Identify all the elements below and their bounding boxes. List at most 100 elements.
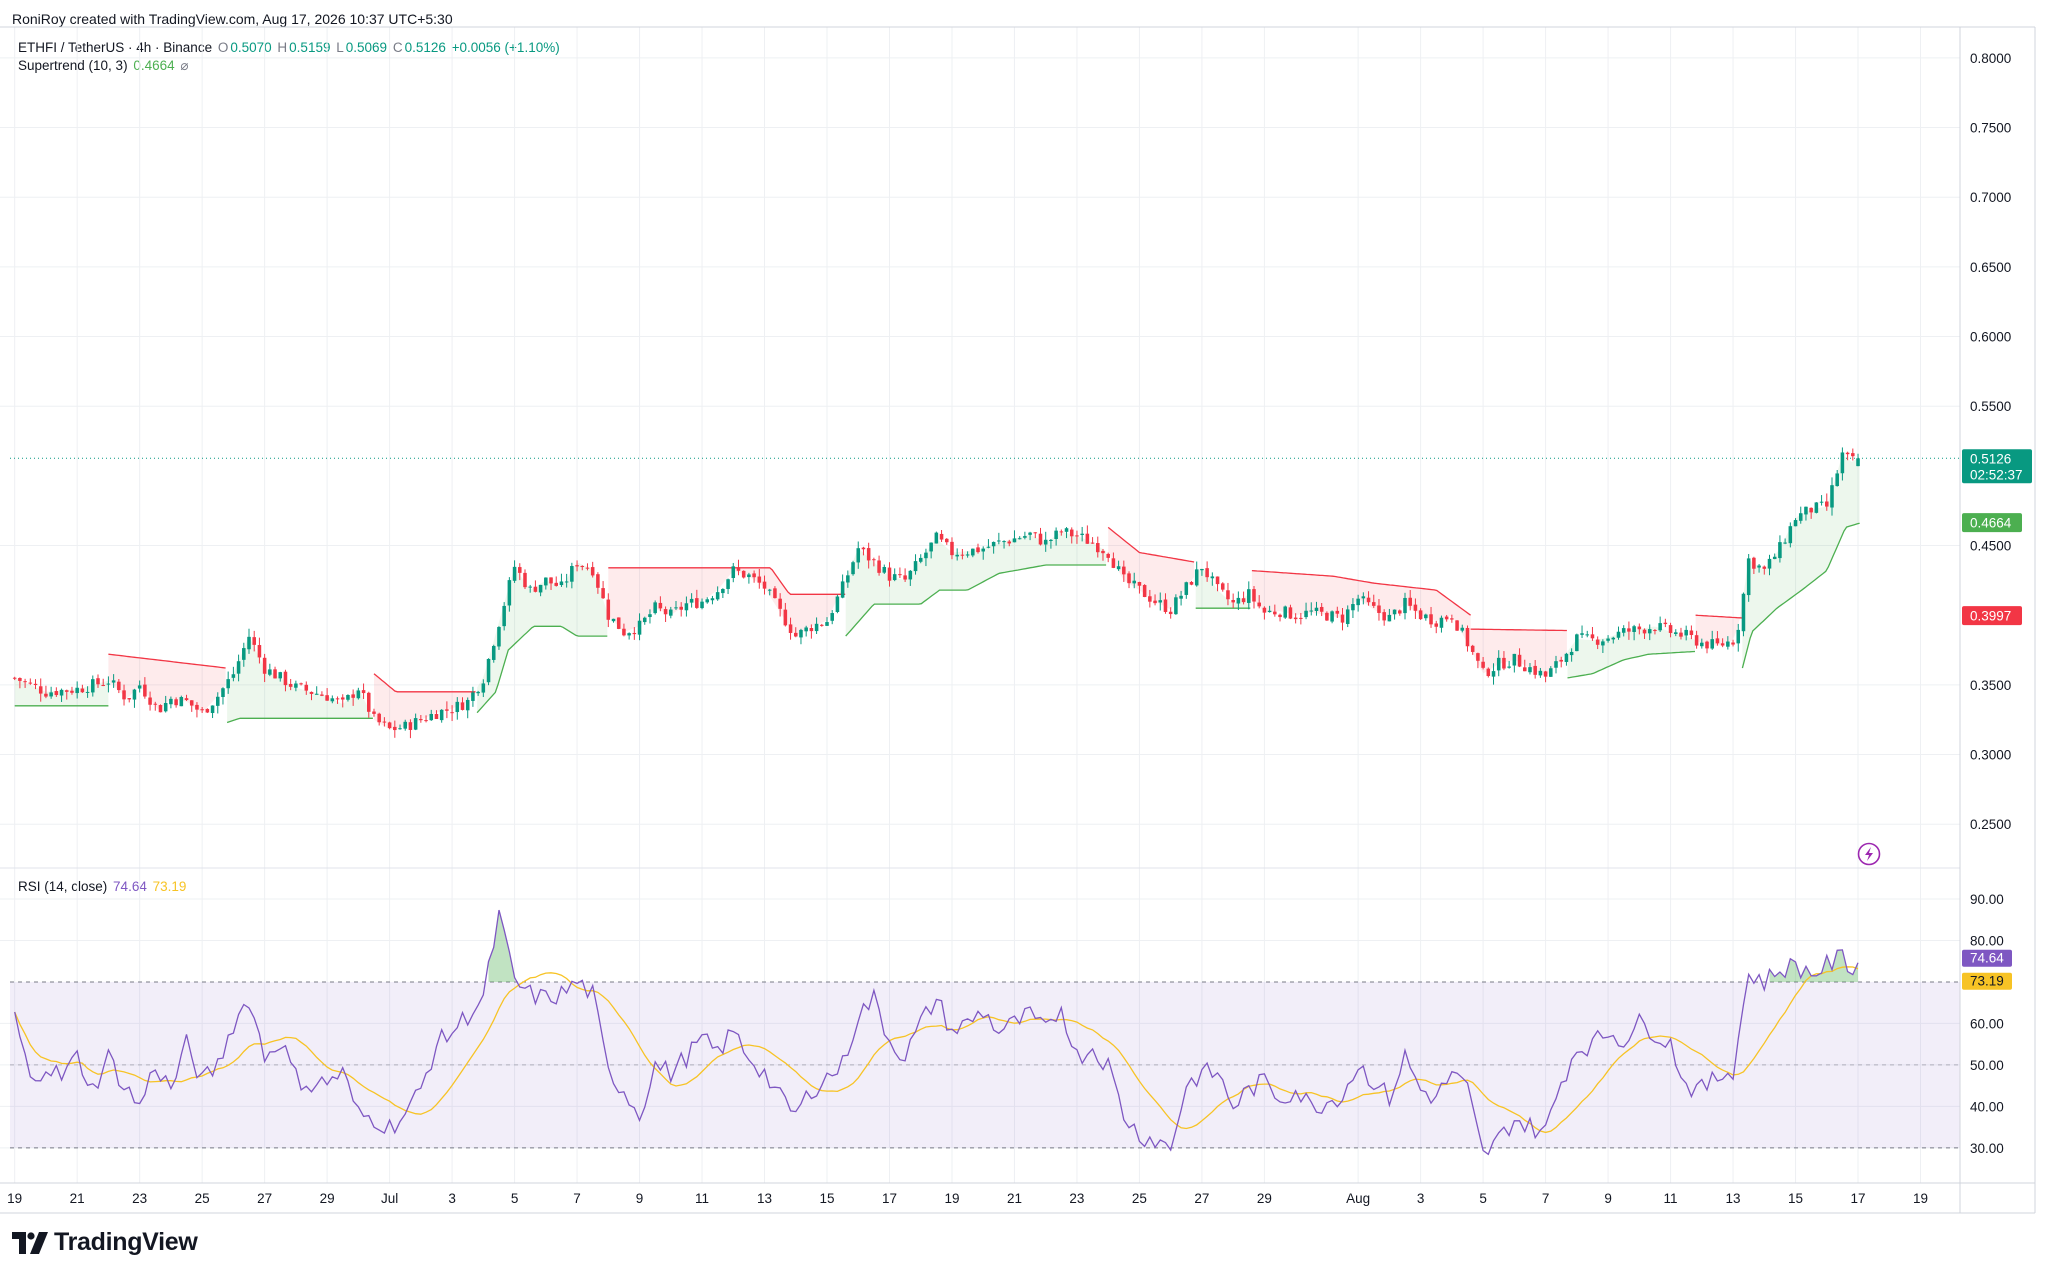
candle-body <box>23 681 27 683</box>
candle-body <box>1236 597 1241 604</box>
candle-body <box>64 690 69 692</box>
candle-body <box>653 602 657 614</box>
candle-body <box>1434 623 1439 627</box>
time-tick-label: 11 <box>695 1191 709 1206</box>
rsi-tick-label: 30.00 <box>1970 1141 2004 1156</box>
candle-body <box>1575 634 1579 652</box>
rsi-badge-value: 74.64 <box>1970 951 2004 966</box>
ohlc-l-value: 0.5069 <box>345 40 388 55</box>
candle-body <box>1569 651 1574 656</box>
candle-body <box>445 709 449 711</box>
candle-body <box>1632 626 1636 633</box>
candle-body <box>1736 629 1741 644</box>
candle-body <box>1033 532 1038 534</box>
candle-body <box>997 540 1001 542</box>
candle-body <box>887 567 892 581</box>
symbol-title[interactable]: ETHFI / TetherUS · 4h · Binance <box>18 40 213 55</box>
candle-body <box>1528 667 1532 673</box>
candle-body <box>1377 605 1381 613</box>
rsi-ma-badge: 73.19 <box>1962 972 2012 990</box>
candle-body <box>195 704 199 710</box>
candle-body <box>1522 667 1527 672</box>
hidden-eye-icon[interactable]: ⌀ <box>180 58 189 73</box>
candle-body <box>960 554 965 556</box>
candle-body <box>143 684 147 697</box>
price-tick-label: 0.5500 <box>1970 399 2011 414</box>
candle-body <box>1371 602 1376 606</box>
candle-body <box>54 691 59 696</box>
candle-body <box>1486 668 1491 677</box>
candle-body <box>1752 557 1756 569</box>
candle-body <box>1288 607 1293 619</box>
candle-body <box>820 624 824 626</box>
supertrend-legend[interactable]: Supertrend (10, 3) 0.4664 ⌀ <box>18 58 191 74</box>
candle-body <box>132 689 137 700</box>
candle-body <box>944 538 949 543</box>
candle-body <box>684 603 689 611</box>
candle-body <box>127 698 132 700</box>
candle-body <box>1319 606 1324 612</box>
candle-body <box>1356 598 1360 606</box>
supertrend-line-down <box>1251 569 1471 616</box>
price-axis[interactable]: 0.8000 0.7500 0.7000 0.6500 0.6000 0.5500 0.45… <box>1970 51 2011 832</box>
candle-body <box>1668 625 1673 633</box>
candle-body <box>283 671 288 686</box>
candle-body <box>231 674 236 678</box>
candle-body <box>101 684 105 686</box>
candle-body <box>1267 610 1272 613</box>
candle-body <box>1642 629 1647 634</box>
candle-body <box>830 613 834 621</box>
candle-body <box>111 680 116 683</box>
supertrend-fill-down <box>1470 629 1567 676</box>
rsi-value-badge: 74.64 <box>1962 949 2012 967</box>
candle-body <box>648 614 652 618</box>
candle-body <box>1564 653 1569 662</box>
time-tick-label: 3 <box>448 1191 456 1206</box>
rsi-ma-badge-value: 73.19 <box>1970 974 2004 989</box>
candle-body <box>288 683 293 687</box>
chart-credit: RoniRoy created with TradingView.com, Au… <box>12 11 453 27</box>
candle-body <box>1819 501 1824 503</box>
candle-body <box>455 701 460 713</box>
candle-body <box>491 645 496 660</box>
candle-body <box>616 617 621 629</box>
countdown-value: 02:52:37 <box>1970 467 2023 482</box>
rsi-legend[interactable]: RSI (14, close) 74.64 73.19 <box>18 879 188 894</box>
supertrend-name[interactable]: Supertrend (10, 3) <box>18 58 128 73</box>
lightning-icon[interactable] <box>1857 842 1881 866</box>
candle-body <box>215 696 220 706</box>
rsi-axis[interactable]: 90.00 80.00 60.00 50.00 40.00 30.00 <box>1970 892 2004 1156</box>
time-tick-label: 15 <box>819 1191 834 1206</box>
candle-body <box>1200 568 1204 571</box>
candle-body <box>950 541 954 556</box>
candle-body <box>658 602 663 609</box>
time-axis[interactable]: 19 21 23 25 27 29 Jul 3 5 7 9 11 13 15 17 19 21 23 25 27 29 A… <box>7 1191 1928 1206</box>
candle-body <box>512 566 517 581</box>
candle-body <box>1783 542 1787 544</box>
candle-body <box>1689 630 1694 636</box>
candle-body <box>189 700 194 706</box>
candle-body <box>367 692 371 712</box>
tradingview-logo[interactable]: TradingView <box>12 1228 198 1257</box>
candle-body <box>158 705 163 713</box>
ohlc-c-label: C <box>392 40 403 55</box>
candle-body <box>965 554 970 556</box>
candle-body <box>788 624 793 633</box>
candle-body <box>840 581 845 598</box>
supertrend-line-up <box>226 717 373 724</box>
rsi-name[interactable]: RSI (14, close) <box>18 879 108 894</box>
candle-body <box>1330 611 1334 622</box>
grid-lines <box>0 27 1960 1183</box>
candle-body <box>851 562 855 575</box>
candle-body <box>351 694 355 698</box>
tradingview-wordmark: TradingView <box>54 1228 198 1256</box>
candle-body <box>1184 582 1189 595</box>
candle-body <box>1476 653 1480 661</box>
candle-body <box>299 683 303 685</box>
candle-body <box>1309 610 1314 612</box>
candle-body <box>1247 589 1251 603</box>
candle-body <box>1012 538 1017 543</box>
candle-body <box>387 722 392 729</box>
candle-body <box>320 694 324 696</box>
